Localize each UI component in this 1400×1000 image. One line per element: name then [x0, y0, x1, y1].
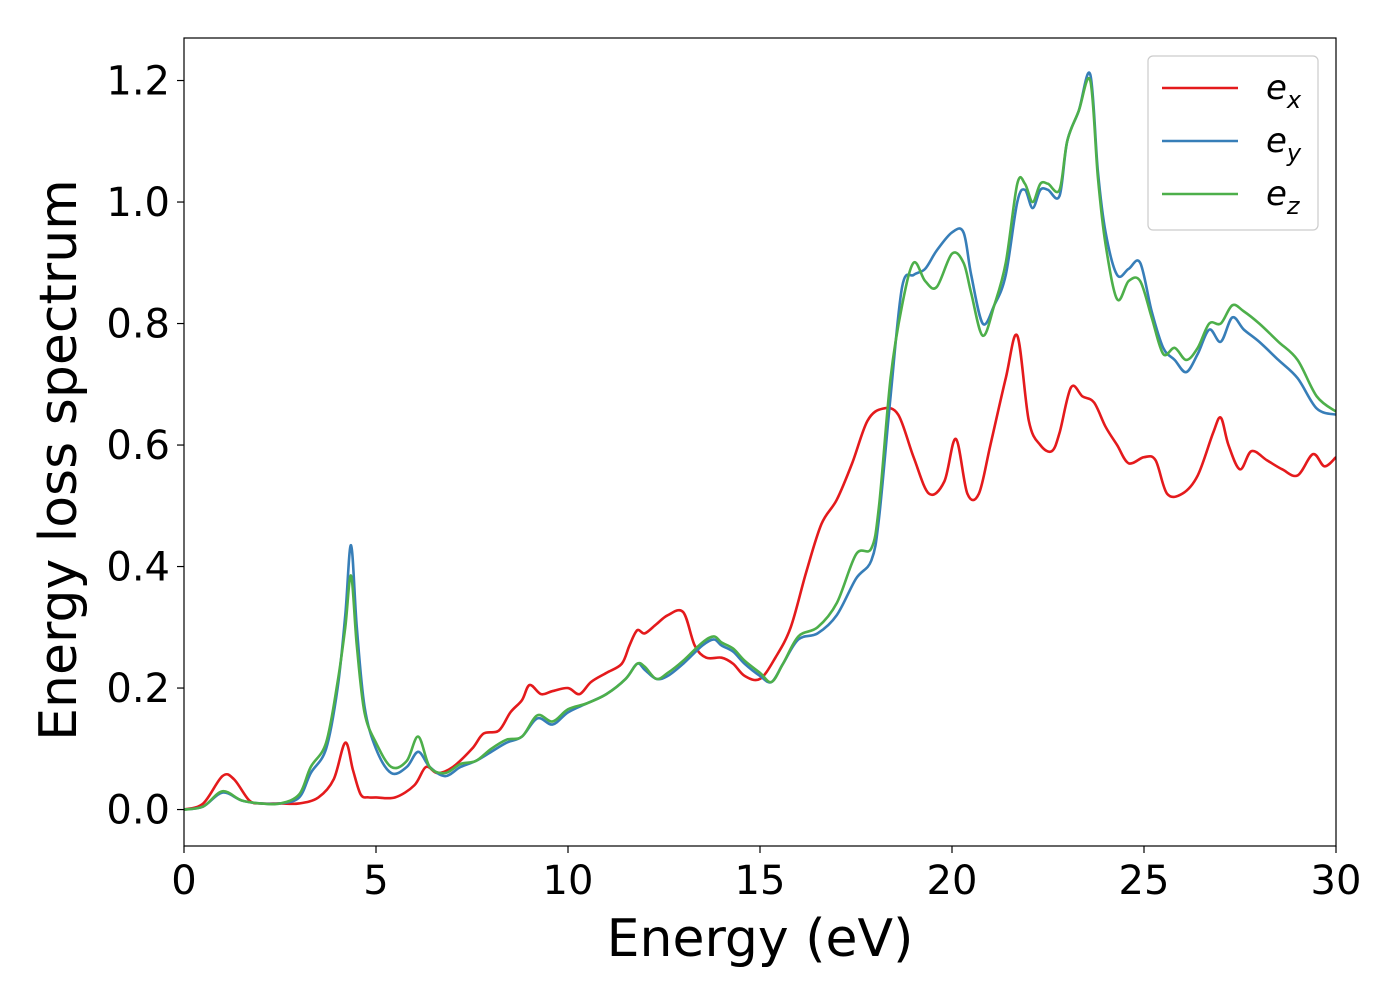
- legend: ex ey ez: [1147, 55, 1319, 231]
- x-tick-label: 30: [1311, 858, 1362, 904]
- legend-label-x: ex: [1266, 68, 1302, 114]
- legend-label-z: ez: [1266, 174, 1301, 220]
- x-tick-label: 15: [735, 858, 786, 904]
- y-tick-label: 0.6: [106, 423, 170, 469]
- x-axis-ticks: 0 5 10 15 20 25 30: [171, 846, 1361, 904]
- x-tick-label: 5: [363, 858, 388, 904]
- legend-box: [1147, 55, 1319, 231]
- y-tick-label: 0.0: [106, 788, 170, 834]
- series-line-x: [184, 333, 1336, 811]
- series-layer: [184, 71, 1336, 811]
- x-tick-label: 25: [1119, 858, 1170, 904]
- x-tick-label: 0: [171, 858, 196, 904]
- y-tick-label: 1.0: [106, 180, 170, 226]
- y-axis-ticks: 0.0 0.2 0.4 0.6 0.8 1.0 1.2: [106, 59, 184, 834]
- series-line-z: [184, 76, 1336, 811]
- y-tick-label: 0.4: [106, 545, 170, 591]
- x-axis-title: Energy (eV): [607, 909, 914, 969]
- y-tick-label: 0.8: [106, 302, 170, 348]
- legend-label-y: ey: [1266, 121, 1302, 167]
- series-line-y: [184, 71, 1336, 811]
- x-tick-label: 10: [543, 858, 594, 904]
- y-tick-label: 0.2: [106, 666, 170, 712]
- x-tick-label: 20: [927, 858, 978, 904]
- y-axis-title: Energy loss spectrum: [29, 179, 89, 741]
- y-tick-label: 1.2: [106, 59, 170, 105]
